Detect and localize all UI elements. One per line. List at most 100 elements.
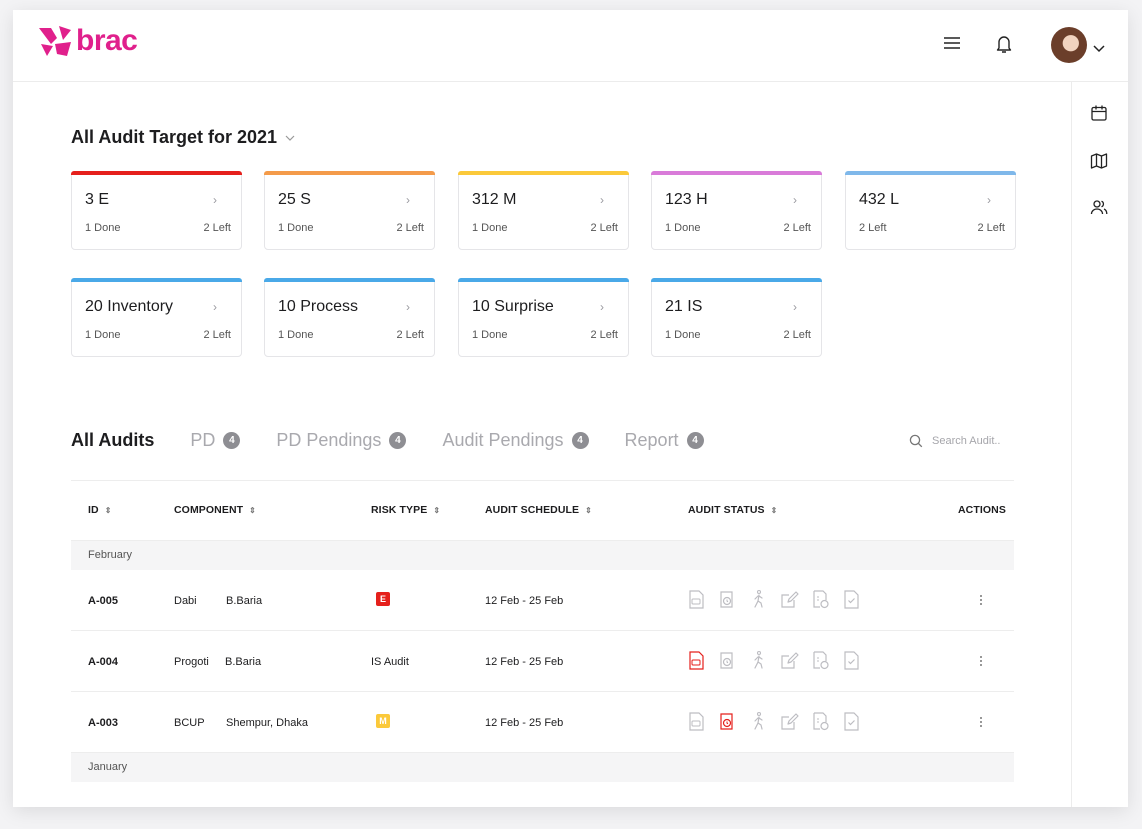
column-header-audit-status[interactable]: AUDIT STATUS ⇕ [688, 504, 777, 516]
schedule-doc-icon[interactable] [810, 650, 831, 671]
target-card[interactable]: 10 Process › 1 Done 2 Left [264, 278, 435, 357]
target-card[interactable]: 10 Surprise › 1 Done 2 Left [458, 278, 629, 357]
target-card[interactable]: 432 L › 2 Left 2 Left [845, 171, 1016, 250]
search-input[interactable] [932, 435, 1012, 447]
tab-all-audits[interactable]: All Audits [71, 430, 154, 451]
schedule-doc-icon[interactable] [810, 589, 831, 610]
risk-type-badge: M [376, 714, 390, 728]
card-accent-bar [264, 278, 435, 282]
pdf-icon[interactable] [686, 589, 707, 610]
month-group-header: February [71, 541, 1014, 570]
edit-icon[interactable] [779, 650, 800, 671]
card-title: 21 IS [665, 298, 703, 315]
card-accent-bar [845, 171, 1016, 175]
target-card[interactable]: 312 M › 1 Done 2 Left [458, 171, 629, 250]
card-title: 123 H [665, 191, 708, 208]
table-row[interactable]: A-004 Progoti B.Baria IS Audit 12 Feb - 25 F… [71, 631, 1014, 692]
card-left-count: 2 Left [203, 222, 231, 234]
column-header-actions: ACTIONS [958, 504, 1006, 516]
more-actions-icon[interactable] [977, 652, 985, 670]
chevron-down-icon [285, 135, 295, 141]
check-doc-icon[interactable] [841, 650, 862, 671]
walking-icon[interactable] [748, 650, 769, 671]
schedule-doc-icon[interactable] [810, 711, 831, 732]
target-card[interactable]: 21 IS › 1 Done 2 Left [651, 278, 822, 357]
timer-icon[interactable] [717, 589, 738, 610]
card-accent-bar [651, 171, 822, 175]
audit-id: A-005 [88, 595, 118, 607]
card-accent-bar [458, 278, 629, 282]
check-doc-icon[interactable] [841, 589, 862, 610]
more-actions-icon[interactable] [977, 591, 985, 609]
risk-type-text: IS Audit [371, 656, 409, 668]
card-accent-bar [264, 171, 435, 175]
component-location: B.Baria [226, 595, 263, 607]
chevron-right-icon: › [213, 193, 217, 207]
column-label: RISK TYPE [371, 504, 428, 516]
sort-icon: ⇕ [249, 505, 256, 515]
pdf-icon[interactable] [686, 711, 707, 732]
walking-icon[interactable] [748, 589, 769, 610]
tab-pd-pendings[interactable]: PD Pendings 4 [276, 430, 407, 451]
chevron-right-icon: › [600, 300, 604, 314]
sort-icon: ⇕ [770, 505, 778, 515]
edit-icon[interactable] [779, 589, 800, 610]
table-row[interactable]: A-003 BCUP Shempur, Dhaka M 12 Feb - 25 Feb [71, 692, 1014, 753]
component-name: Progoti [174, 656, 209, 668]
column-header-id[interactable]: ID ⇕ [88, 504, 112, 516]
column-header-risk-type[interactable]: RISK TYPE ⇕ [371, 504, 440, 516]
column-label: AUDIT STATUS [688, 504, 765, 516]
card-title: 10 Process [278, 298, 359, 315]
card-left-count: 2 Left [203, 329, 231, 341]
brand-logo[interactable]: brac [37, 24, 138, 58]
card-done-count: 1 Done [85, 222, 121, 234]
component-name: Dabi [174, 595, 197, 607]
walking-icon[interactable] [748, 711, 769, 732]
bell-icon[interactable] [995, 34, 1013, 54]
hamburger-menu-icon[interactable] [943, 36, 961, 50]
calendar-icon[interactable] [1090, 104, 1110, 124]
pdf-icon[interactable] [686, 650, 707, 671]
audit-target-title[interactable]: All Audit Target for 2021 [71, 127, 295, 148]
timer-icon[interactable] [717, 711, 738, 732]
column-label: ACTIONS [958, 504, 1006, 516]
card-done-count: 1 Done [665, 222, 701, 234]
card-done-count: 2 Left [859, 222, 887, 234]
edit-icon[interactable] [779, 711, 800, 732]
user-avatar[interactable] [1051, 27, 1087, 63]
users-icon[interactable] [1090, 198, 1110, 218]
chevron-right-icon: › [406, 193, 410, 207]
tab-count-badge: 4 [686, 432, 704, 449]
tab-pd[interactable]: PD 4 [190, 430, 241, 451]
audit-status-icons [686, 650, 862, 671]
card-accent-bar [458, 171, 629, 175]
sort-icon: ⇕ [104, 505, 112, 515]
card-accent-bar [651, 278, 822, 282]
brand-name: brac [76, 24, 138, 57]
audit-id: A-003 [88, 717, 118, 729]
card-done-count: 1 Done [472, 222, 508, 234]
target-card[interactable]: 123 H › 1 Done 2 Left [651, 171, 822, 250]
column-header-audit-schedule[interactable]: AUDIT SCHEDULE ⇕ [485, 504, 592, 516]
search-box[interactable] [909, 434, 1012, 448]
tab-report[interactable]: Report 4 [625, 430, 704, 451]
more-actions-icon[interactable] [977, 713, 985, 731]
table-row[interactable]: A-005 Dabi B.Baria E 12 Feb - 25 Feb [71, 570, 1014, 631]
table-body: February A-005 Dabi B.Baria E 12 Feb - 25 Feb… [71, 541, 1014, 807]
column-label: ID [88, 504, 99, 516]
tab-audit-pendings[interactable]: Audit Pendings 4 [442, 430, 589, 451]
target-card[interactable]: 20 Inventory › 1 Done 2 Left [71, 278, 242, 357]
target-card[interactable]: 25 S › 1 Done 2 Left [264, 171, 435, 250]
card-left-count: 2 Left [783, 329, 811, 341]
chevron-right-icon: › [793, 300, 797, 314]
timer-icon[interactable] [717, 650, 738, 671]
target-card[interactable]: 3 E › 1 Done 2 Left [71, 171, 242, 250]
column-header-component[interactable]: COMPONENT ⇕ [174, 504, 256, 516]
card-done-count: 1 Done [278, 222, 314, 234]
map-icon[interactable] [1090, 152, 1110, 172]
chevron-down-icon[interactable] [1093, 40, 1105, 58]
card-done-count: 1 Done [85, 329, 121, 341]
search-icon [909, 434, 923, 448]
check-doc-icon[interactable] [841, 711, 862, 732]
chevron-right-icon: › [987, 193, 991, 207]
